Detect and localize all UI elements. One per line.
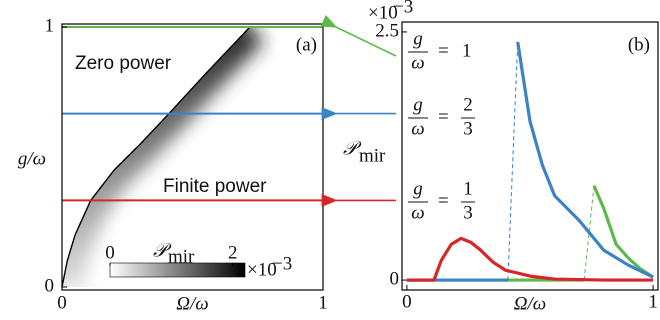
boundary-curve <box>61 26 251 288</box>
panel-label: (b) <box>628 34 650 55</box>
colorbar-exponent: −3 <box>272 253 292 274</box>
y-axis-label: g/ω <box>18 148 46 169</box>
region-label: Finite power <box>163 176 267 197</box>
x-tick-label: 0 <box>57 292 67 313</box>
frame <box>401 21 659 291</box>
y-axis-label-sub: mir <box>359 145 386 166</box>
colorbar-tick-label: 2 <box>228 242 238 263</box>
annotation-num: 2 <box>463 94 473 115</box>
x-axis-label: Ω/ω <box>176 293 208 314</box>
annotation-num: g <box>413 178 423 199</box>
annotation-value: 1 <box>462 40 472 61</box>
data-line <box>406 236 654 282</box>
jump-line <box>583 185 595 281</box>
x-tick-label: 1 <box>318 292 328 313</box>
annotation-num: g <box>413 28 423 49</box>
y-tick-label: 2.5 <box>375 20 399 41</box>
x-tick-label: 1 <box>648 291 658 312</box>
annotation-den: 3 <box>463 202 473 223</box>
region-label: Zero power <box>75 53 172 74</box>
annotation-eq: = <box>438 40 449 61</box>
x-tick-label: 0 <box>402 291 412 312</box>
annotation-eq: = <box>438 190 449 211</box>
annotation-num: 1 <box>463 178 473 199</box>
axis-exponent: −3 <box>393 0 413 17</box>
y-tick-label: 1 <box>45 15 55 36</box>
frame <box>61 23 324 291</box>
annotation-den: ω <box>411 202 424 223</box>
panel-label: (a) <box>296 34 317 55</box>
annotation-den: ω <box>411 118 424 139</box>
axis-multiplier: ×10 <box>368 2 398 23</box>
colorbar-label-sub: mir <box>168 246 195 267</box>
x-axis-label: Ω/ω <box>514 293 546 314</box>
jump-line <box>507 41 519 281</box>
arrow <box>320 14 397 57</box>
y-tick-label: 0 <box>45 275 55 296</box>
annotation-eq: = <box>438 106 449 127</box>
colorbar-tick-label: 0 <box>105 242 115 263</box>
data-line <box>516 41 654 279</box>
colorbar-multiplier: ×10 <box>247 259 277 280</box>
y-tick-label: 0 <box>390 268 400 289</box>
colorbar <box>109 262 246 278</box>
annotation-den: 3 <box>463 118 473 139</box>
annotation-num: g <box>413 94 423 115</box>
annotation-den: ω <box>411 52 424 73</box>
